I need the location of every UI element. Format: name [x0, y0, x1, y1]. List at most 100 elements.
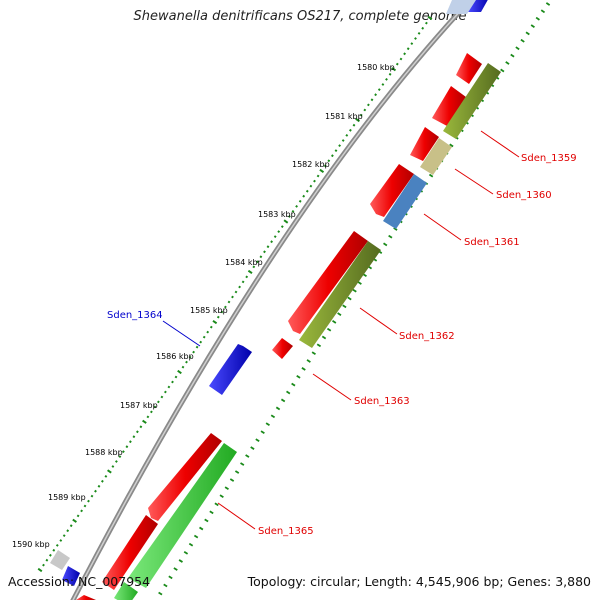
scale-tick	[266, 245, 270, 249]
scale-tick	[327, 159, 331, 163]
gene-feature[interactable]	[446, 0, 476, 14]
scale-tick	[385, 78, 388, 81]
label-leaders	[162, 130, 520, 530]
scale-tick	[265, 422, 270, 427]
gene-label-sden-1362[interactable]: Sden_1362	[399, 331, 455, 342]
gene-label-sden-1360[interactable]: Sden_1360	[496, 190, 552, 201]
scale-tick	[291, 382, 296, 387]
scale-tick	[331, 154, 334, 158]
scale-label: 1588 kbp	[85, 448, 123, 457]
scale-tick	[158, 591, 163, 596]
gene-feature[interactable]	[383, 174, 427, 229]
gene-feature[interactable]	[299, 241, 381, 348]
scale-tick	[177, 369, 182, 375]
scale-tick	[247, 269, 253, 274]
scale-tick	[229, 478, 235, 482]
scale-tick	[224, 305, 227, 309]
scale-tick	[209, 510, 214, 515]
scale-tick	[545, 2, 551, 6]
scale-tick	[195, 345, 199, 349]
scale-tick	[334, 149, 338, 152]
scale-tick	[212, 320, 218, 325]
scale-tick	[224, 486, 229, 491]
scale-tick	[122, 450, 125, 453]
scale-tick	[59, 539, 63, 542]
scale-label: 1583 kbp	[258, 210, 296, 219]
scale-tick	[395, 62, 399, 66]
scale-tick	[69, 524, 73, 528]
genome-backbone	[70, 0, 474, 600]
gene-feature[interactable]	[272, 338, 293, 359]
gene-label-sden-1361[interactable]: Sden_1361	[464, 237, 520, 248]
gene-feature[interactable]	[128, 443, 237, 588]
gene-feature[interactable]	[209, 344, 252, 395]
gene-feature[interactable]	[420, 138, 452, 175]
scale-tick	[410, 42, 414, 45]
scale-tick	[363, 108, 367, 112]
scale-tick	[298, 199, 302, 203]
scale-tick	[193, 534, 199, 539]
scale-tick	[136, 430, 139, 434]
gene-feature[interactable]	[456, 53, 482, 84]
scale-tick	[381, 83, 385, 86]
scale-tick	[241, 280, 245, 284]
gene-feature[interactable]	[102, 515, 158, 590]
scale-tick	[270, 414, 276, 419]
scale-label: 1586 kbp	[156, 352, 194, 361]
leader-line	[312, 373, 352, 401]
scale-tick	[338, 144, 341, 147]
scale-tick	[374, 93, 377, 97]
scale-tick	[157, 400, 160, 404]
scale-tick	[505, 61, 510, 65]
scale-tick	[347, 296, 352, 301]
scale-tick	[399, 57, 403, 61]
scale-tick	[150, 410, 153, 414]
gene-feature[interactable]	[432, 86, 466, 126]
scale-tick	[301, 367, 306, 371]
scale-tick	[260, 430, 265, 435]
gene-feature[interactable]	[114, 582, 138, 600]
scale-tick	[349, 128, 352, 132]
gene-feature[interactable]	[288, 231, 368, 334]
leader-line	[217, 502, 256, 530]
scale-tick	[263, 250, 266, 254]
scale-tick	[202, 335, 206, 339]
scale-tick	[321, 335, 327, 340]
gene-label-sden-1363[interactable]: Sden_1363	[354, 396, 410, 407]
scale-tick	[49, 553, 52, 557]
gene-feature[interactable]	[62, 566, 80, 586]
gene-feature[interactable]	[370, 164, 414, 217]
scale-tick	[183, 550, 189, 555]
scale-tick	[164, 390, 167, 394]
scale-tick	[216, 315, 220, 319]
gene-label-sden-1365[interactable]: Sden_1365	[258, 526, 314, 537]
gene-labels: Sden_1359 Sden_1360 Sden_1361 Sden_1362 …	[107, 153, 577, 537]
gene-label-sden-1359[interactable]: Sden_1359	[521, 153, 577, 164]
scale-tick	[540, 9, 546, 14]
scale-tick	[238, 285, 241, 289]
scale-tick	[313, 179, 316, 183]
gene-feature[interactable]	[410, 127, 439, 161]
leader-line	[359, 307, 398, 335]
scale-tick	[273, 235, 277, 238]
gene-feature[interactable]	[50, 550, 70, 570]
scale-tick	[319, 168, 325, 173]
gene-feature[interactable]	[76, 595, 96, 600]
leader-line	[480, 130, 520, 158]
scale-tick	[153, 405, 157, 409]
scale-tick	[323, 164, 327, 168]
gene-feature[interactable]	[148, 433, 222, 521]
scale-tick	[288, 215, 291, 218]
gene-feature[interactable]	[443, 63, 501, 139]
scale-tick	[188, 542, 194, 547]
scale-tick	[83, 504, 87, 508]
scale-tick	[139, 425, 143, 429]
gene-label-sden-1364[interactable]: Sden_1364	[107, 310, 163, 321]
scale-tick	[341, 139, 345, 142]
scale-tick	[45, 558, 49, 562]
scale-tick	[296, 374, 301, 379]
scale-labels: 1580 kbp 1581 kbp 1582 kbp 1583 kbp 1584…	[12, 63, 395, 549]
scale-tick	[425, 21, 428, 25]
scale-tick	[283, 219, 289, 224]
